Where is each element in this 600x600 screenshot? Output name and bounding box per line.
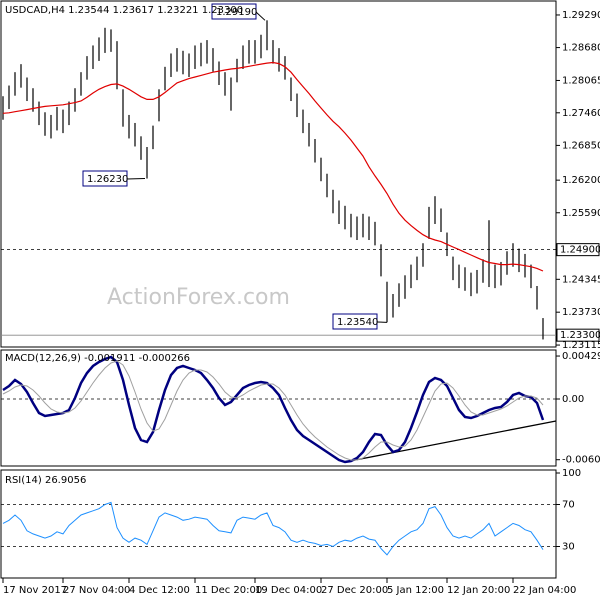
annotation-box bbox=[332, 313, 378, 330]
annotation-box bbox=[82, 170, 128, 187]
x-tick-label: 19 Dec 04:00 bbox=[255, 585, 322, 596]
y-tick-label: -0.006071 bbox=[562, 455, 600, 466]
y-tick-label: 1.23730 bbox=[562, 307, 600, 318]
level-box bbox=[556, 328, 600, 342]
y-tick-label: 70 bbox=[562, 500, 575, 511]
rsi-panel bbox=[0, 469, 557, 579]
series-line bbox=[2, 355, 545, 464]
annotation-label: 1.26230 bbox=[87, 174, 128, 185]
annotation-label: 1.23540 bbox=[337, 317, 378, 328]
y-tick-label: 30 bbox=[562, 542, 575, 553]
series-line bbox=[2, 501, 544, 556]
y-tick-label: 1.23115 bbox=[562, 340, 600, 351]
y-tick-label: 100 bbox=[562, 468, 581, 479]
x-tick-label: 11 Dec 20:00 bbox=[195, 585, 262, 596]
price-header: USDCAD,H4 1.23544 1.23617 1.23221 1.2330… bbox=[5, 5, 243, 16]
x-tick-label: 27 Dec 20:00 bbox=[321, 585, 388, 596]
y-tick-label: 1.27460 bbox=[562, 108, 600, 119]
level-label: 1.24900 bbox=[560, 245, 600, 256]
rsi-header: RSI(14) 26.9056 bbox=[5, 475, 86, 486]
y-tick-label: 0.004297 bbox=[562, 351, 600, 362]
y-tick-label: 1.24345 bbox=[562, 274, 600, 285]
annotation-connector bbox=[255, 11, 266, 21]
macd-header: MACD(12,26,9) -0.001911 -0.000266 bbox=[5, 353, 190, 364]
annotation-label: 1.29190 bbox=[216, 7, 257, 18]
level-label: 1.23300 bbox=[560, 330, 600, 341]
series-line bbox=[2, 360, 544, 461]
x-tick-label: 27 Nov 04:00 bbox=[63, 585, 130, 596]
marks: 1.29290 1.28680 1.28065 1.27460 1.26850 1.262… bbox=[1, 3, 600, 596]
y-tick-label: 1.28065 bbox=[562, 75, 600, 86]
price-panel bbox=[0, 0, 557, 348]
y-tick-label: 1.28680 bbox=[562, 43, 600, 54]
x-tick-label: 4 Dec 12:00 bbox=[129, 585, 190, 596]
level-box bbox=[556, 243, 600, 257]
y-tick-label: 1.26200 bbox=[562, 175, 600, 186]
x-tick-label: 22 Jan 04:00 bbox=[513, 585, 576, 596]
y-tick-label: 1.29290 bbox=[562, 10, 600, 21]
y-tick-label: 0.00 bbox=[562, 394, 584, 405]
trend-line bbox=[344, 420, 557, 463]
x-tick-label: 17 Nov 2017 bbox=[3, 585, 67, 596]
y-tick-label: 1.26850 bbox=[562, 140, 600, 151]
annotation-box bbox=[211, 3, 257, 20]
macd-panel bbox=[0, 349, 557, 467]
watermark: ActionForex.com bbox=[107, 285, 290, 310]
x-tick-label: 12 Jan 20:00 bbox=[447, 585, 510, 596]
y-tick-label: 1.25590 bbox=[562, 208, 600, 219]
x-tick-label: 5 Jan 12:00 bbox=[387, 585, 444, 596]
series-line bbox=[2, 61, 544, 272]
